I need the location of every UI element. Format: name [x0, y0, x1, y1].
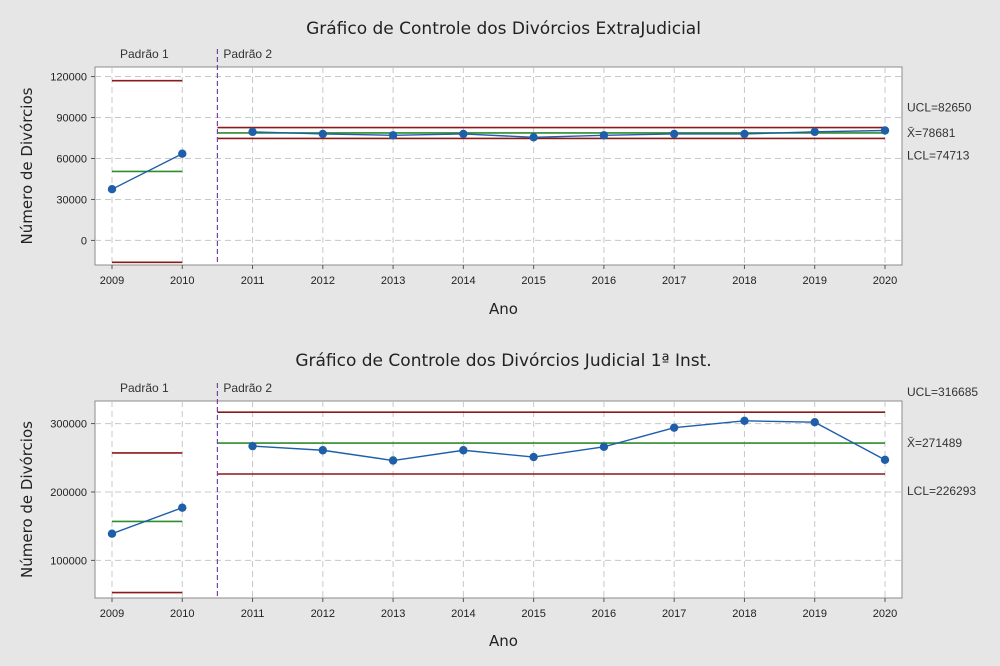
x-tick-label: 2014 [451, 608, 475, 620]
x-axis-title: Ano [489, 300, 518, 318]
stage-label: Padrão 2 [223, 47, 272, 61]
plot-area [94, 66, 903, 266]
data-point [388, 456, 398, 465]
x-tick-label: 2013 [381, 608, 405, 620]
control-chart-1: Gráfico de Controle dos Divórcios ExtraJ… [18, 19, 972, 318]
data-point [178, 503, 187, 512]
data-point [107, 185, 117, 194]
center-label: X̄=271489 [907, 436, 962, 450]
y-tick-label: 60000 [56, 153, 87, 165]
x-tick-label: 2009 [100, 608, 124, 620]
data-point [810, 418, 819, 427]
data-point [599, 131, 609, 140]
x-tick-label: 2015 [521, 275, 545, 287]
data-point [880, 455, 890, 465]
y-tick-label: 30000 [56, 194, 87, 206]
y-tick-label: 300000 [50, 419, 87, 431]
data-point [529, 452, 538, 462]
data-point [248, 127, 257, 137]
x-tick-label: 2020 [873, 275, 897, 287]
chart-title: Gráfico de Controle dos Divórcios ExtraJ… [306, 19, 701, 39]
x-tick-label: 2012 [311, 275, 335, 287]
data-point [740, 416, 749, 426]
data-point [318, 129, 328, 139]
x-tick-label: 2017 [662, 275, 686, 287]
y-tick-label: 90000 [56, 113, 87, 125]
y-tick-label: 0 [81, 235, 87, 247]
x-tick-label: 2012 [311, 608, 335, 620]
x-tick-label: 2017 [662, 608, 686, 620]
x-tick-label: 2011 [241, 275, 265, 287]
chart-title: Gráfico de Controle dos Divórcios Judici… [295, 351, 711, 371]
x-tick-label: 2009 [100, 275, 124, 287]
series-line [252, 129, 886, 139]
y-axis-title: Número de Divórcios [18, 421, 36, 578]
x-tick-label: 2016 [592, 608, 616, 620]
series-line [252, 420, 886, 462]
x-axis-title: Ano [489, 632, 518, 650]
lcl-label: LCL=226293 [907, 484, 976, 498]
series-line [111, 507, 183, 535]
stage-label: Padrão 1 [120, 47, 169, 61]
data-point [529, 133, 538, 142]
x-tick-label: 2020 [873, 608, 897, 620]
data-point [669, 129, 679, 139]
stage-label: Padrão 2 [223, 381, 272, 395]
data-point [669, 423, 679, 432]
plot-area [94, 400, 903, 599]
y-tick-label: 100000 [50, 555, 87, 567]
data-point [880, 126, 890, 135]
x-tick-label: 2014 [451, 275, 475, 287]
x-tick-label: 2015 [521, 608, 545, 620]
y-axis-title: Número de Divórcios [18, 87, 36, 244]
x-tick-label: 2019 [802, 608, 826, 620]
x-tick-label: 2011 [241, 608, 265, 620]
data-point [248, 441, 257, 451]
data-point [318, 446, 328, 455]
x-tick-label: 2016 [592, 275, 616, 287]
data-point [740, 129, 749, 139]
data-point [810, 127, 819, 137]
y-tick-label: 200000 [50, 487, 87, 499]
x-tick-label: 2018 [732, 275, 756, 287]
stage-label: Padrão 1 [120, 381, 169, 395]
x-tick-label: 2019 [802, 275, 826, 287]
data-point [459, 446, 468, 455]
data-point [599, 442, 609, 452]
lcl-label: LCL=74713 [907, 148, 970, 162]
x-tick-label: 2010 [170, 608, 194, 620]
x-tick-label: 2013 [381, 275, 405, 287]
data-point [107, 529, 117, 538]
control-chart-2: Gráfico de Controle dos Divórcios Judici… [18, 351, 978, 650]
y-tick-label: 120000 [50, 72, 87, 84]
data-point [388, 131, 398, 140]
center-label: X̄=78681 [907, 126, 956, 140]
data-point [178, 149, 187, 158]
data-point [459, 129, 468, 139]
x-tick-label: 2018 [732, 608, 756, 620]
ucl-label: UCL=82650 [907, 101, 972, 115]
x-tick-label: 2010 [170, 275, 194, 287]
series-line [111, 153, 183, 190]
ucl-label: UCL=316685 [907, 385, 978, 399]
